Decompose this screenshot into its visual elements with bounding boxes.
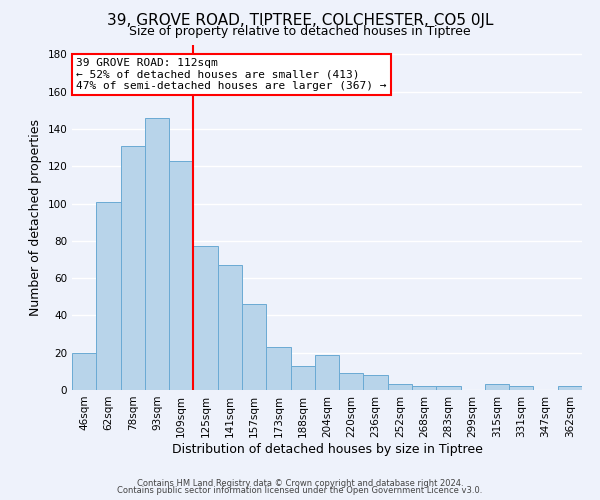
Bar — [315, 354, 339, 390]
Bar — [72, 352, 96, 390]
Bar — [96, 202, 121, 390]
Bar — [242, 304, 266, 390]
Bar — [266, 347, 290, 390]
Y-axis label: Number of detached properties: Number of detached properties — [29, 119, 42, 316]
Bar — [121, 146, 145, 390]
Bar — [388, 384, 412, 390]
Bar — [485, 384, 509, 390]
Bar — [145, 118, 169, 390]
Text: 39, GROVE ROAD, TIPTREE, COLCHESTER, CO5 0JL: 39, GROVE ROAD, TIPTREE, COLCHESTER, CO5… — [107, 12, 493, 28]
Text: 39 GROVE ROAD: 112sqm
← 52% of detached houses are smaller (413)
47% of semi-det: 39 GROVE ROAD: 112sqm ← 52% of detached … — [76, 58, 387, 92]
X-axis label: Distribution of detached houses by size in Tiptree: Distribution of detached houses by size … — [172, 442, 482, 456]
Bar — [169, 160, 193, 390]
Bar — [509, 386, 533, 390]
Bar — [558, 386, 582, 390]
Bar — [290, 366, 315, 390]
Bar — [412, 386, 436, 390]
Text: Contains public sector information licensed under the Open Government Licence v3: Contains public sector information licen… — [118, 486, 482, 495]
Bar — [339, 373, 364, 390]
Bar — [218, 265, 242, 390]
Text: Contains HM Land Registry data © Crown copyright and database right 2024.: Contains HM Land Registry data © Crown c… — [137, 478, 463, 488]
Bar — [436, 386, 461, 390]
Bar — [364, 375, 388, 390]
Bar — [193, 246, 218, 390]
Text: Size of property relative to detached houses in Tiptree: Size of property relative to detached ho… — [129, 25, 471, 38]
